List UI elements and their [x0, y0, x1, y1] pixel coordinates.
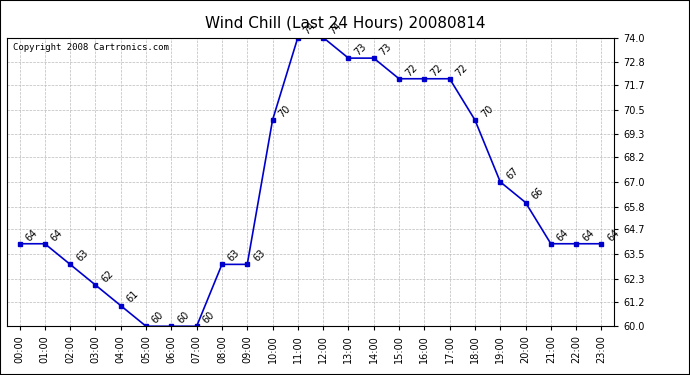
Text: 64: 64 — [49, 227, 65, 243]
Text: 63: 63 — [226, 248, 242, 264]
Text: 60: 60 — [201, 310, 217, 326]
Text: 72: 72 — [454, 62, 470, 78]
Text: 70: 70 — [479, 104, 495, 119]
Text: 60: 60 — [150, 310, 166, 326]
Text: Wind Chill (Last 24 Hours) 20080814: Wind Chill (Last 24 Hours) 20080814 — [205, 15, 485, 30]
Text: 74: 74 — [327, 21, 343, 37]
Text: 64: 64 — [580, 227, 596, 243]
Text: Copyright 2008 Cartronics.com: Copyright 2008 Cartronics.com — [13, 43, 169, 52]
Text: 64: 64 — [555, 227, 571, 243]
Text: 73: 73 — [378, 42, 394, 57]
Text: 61: 61 — [125, 289, 141, 305]
Text: 66: 66 — [530, 186, 546, 202]
Text: 64: 64 — [23, 227, 39, 243]
Text: 70: 70 — [277, 104, 293, 119]
Text: 60: 60 — [175, 310, 191, 326]
Text: 62: 62 — [99, 268, 115, 284]
Text: 73: 73 — [353, 42, 368, 57]
Text: 63: 63 — [75, 248, 90, 264]
Text: 72: 72 — [403, 62, 419, 78]
Text: 63: 63 — [251, 248, 267, 264]
Text: 72: 72 — [428, 62, 444, 78]
Text: 67: 67 — [504, 165, 520, 181]
Text: 64: 64 — [606, 227, 622, 243]
Text: 74: 74 — [302, 21, 318, 37]
